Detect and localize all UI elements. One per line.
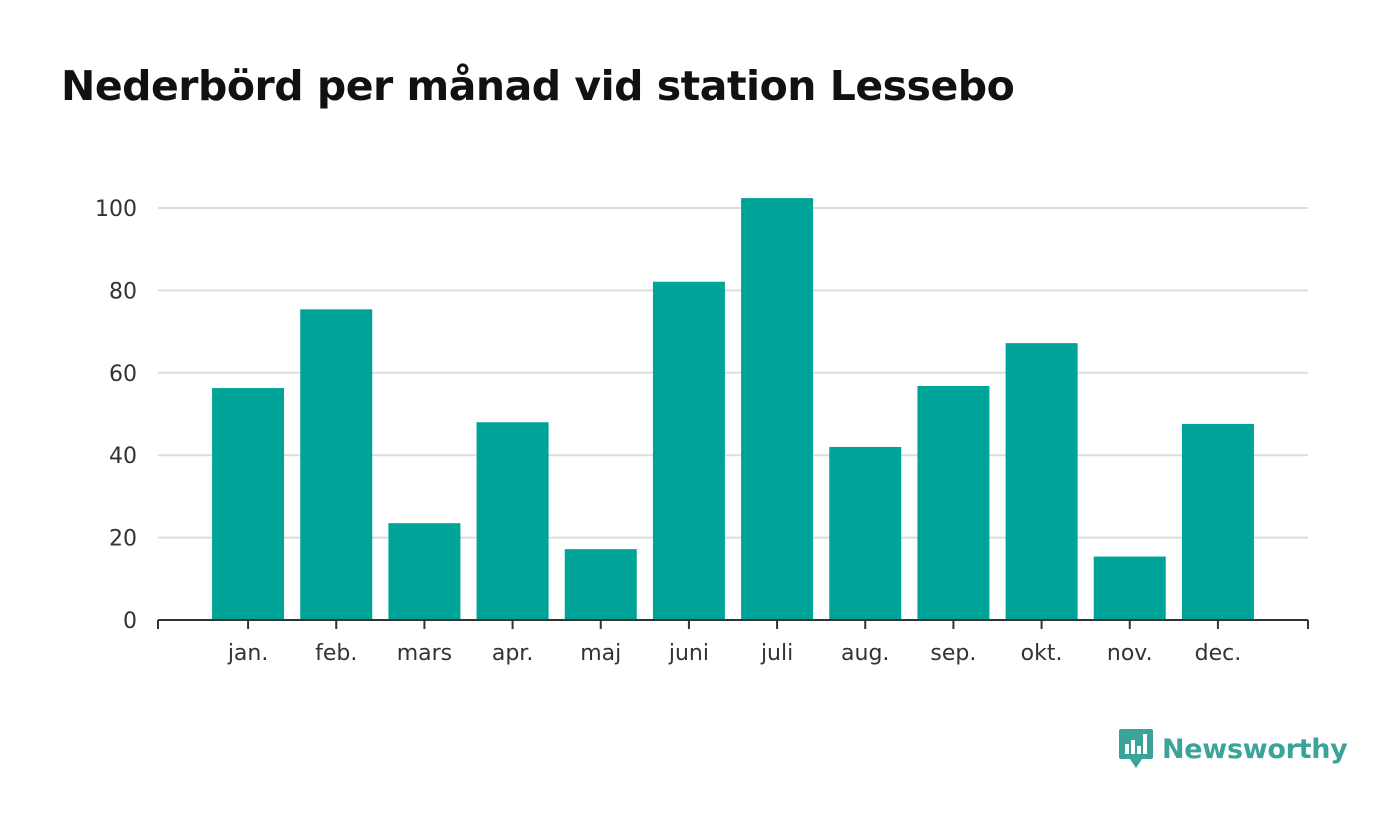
x-tick-label-okt: okt. bbox=[1021, 641, 1063, 666]
x-axis-labels: jan. feb. mars apr. maj juni juli aug. sep. okt. n… bbox=[227, 641, 1241, 666]
bar-dec bbox=[1181, 423, 1254, 620]
brand: Newsworthy bbox=[1118, 727, 1348, 771]
y-tick-label-40: 40 bbox=[109, 444, 137, 469]
bar-maj bbox=[564, 549, 637, 620]
y-tick-label-0: 0 bbox=[123, 609, 137, 634]
x-tick-label-nov: nov. bbox=[1107, 641, 1153, 666]
y-axis-labels: 0 20 40 60 80 100 bbox=[95, 197, 137, 634]
y-tick-label-60: 60 bbox=[109, 362, 137, 387]
y-tick-label-100: 100 bbox=[95, 197, 137, 222]
x-tick-label-jan: jan. bbox=[227, 641, 269, 666]
bar-feb bbox=[300, 309, 373, 620]
bar-aug bbox=[829, 446, 902, 620]
x-tick-label-juli: juli bbox=[760, 641, 793, 666]
x-tick-label-sep: sep. bbox=[930, 641, 976, 666]
x-axis bbox=[157, 619, 1309, 629]
bar-mars bbox=[388, 523, 461, 620]
newsworthy-logo-icon bbox=[1119, 729, 1153, 768]
bar-juli bbox=[741, 198, 814, 620]
x-tick-label-juni: juni bbox=[668, 641, 709, 666]
bars bbox=[212, 198, 1254, 620]
bar-juni bbox=[652, 281, 725, 620]
bar-okt bbox=[1005, 343, 1078, 620]
x-tick-label-mars: mars bbox=[397, 641, 452, 666]
x-tick-label-dec: dec. bbox=[1195, 641, 1242, 666]
x-tick-label-apr: apr. bbox=[492, 641, 533, 666]
y-tick-label-20: 20 bbox=[109, 527, 137, 552]
y-tick-label-80: 80 bbox=[109, 279, 137, 304]
chart-title: Nederbörd per månad vid station Lessebo bbox=[61, 62, 1015, 110]
bar-jan bbox=[212, 388, 285, 620]
x-tick-label-feb: feb. bbox=[315, 641, 357, 666]
bar-apr bbox=[476, 422, 549, 620]
bar-sep bbox=[917, 385, 990, 620]
brand-name: Newsworthy bbox=[1162, 733, 1348, 765]
x-tick-label-maj: maj bbox=[580, 641, 621, 666]
x-tick-label-aug: aug. bbox=[841, 641, 889, 666]
bar-nov bbox=[1093, 556, 1166, 620]
